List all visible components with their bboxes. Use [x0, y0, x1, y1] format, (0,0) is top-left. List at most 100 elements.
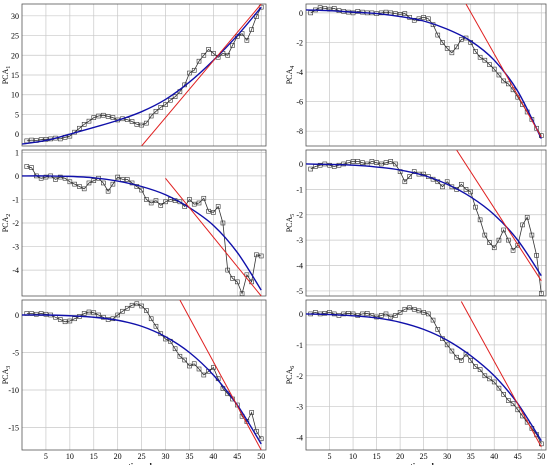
observed-point	[191, 67, 197, 73]
observed-point	[473, 204, 478, 210]
observed-point	[144, 308, 149, 313]
observed-point	[101, 314, 106, 320]
linear-fit-line	[465, 4, 542, 138]
observed-point	[148, 316, 154, 322]
plot-frame	[21, 3, 267, 147]
y-tick-label: 25	[11, 32, 19, 41]
observed-point	[341, 311, 346, 317]
observed-point	[230, 276, 235, 281]
observed-point	[491, 66, 497, 72]
observed-point	[96, 312, 101, 318]
plot-frame	[21, 149, 267, 297]
observed-point	[153, 323, 159, 329]
observed-point	[463, 35, 469, 41]
observed-point	[81, 186, 87, 192]
observed-point	[468, 189, 474, 195]
observed-point	[67, 179, 73, 185]
y-tick-label: -3	[12, 243, 19, 252]
x-axis-label: time, day	[410, 462, 442, 465]
observed-point	[258, 253, 264, 259]
observed-point	[468, 358, 474, 363]
observed-point	[538, 291, 544, 296]
y-tick-label: -4	[12, 266, 19, 275]
observed-point	[378, 313, 384, 318]
chart-panel-1: 0 5 10 15 20 25 30 PCA1	[1, 3, 267, 147]
observed-point	[91, 310, 97, 316]
observed-point	[473, 49, 478, 54]
observed-point	[201, 195, 207, 201]
y-axis-label: PCA6	[285, 366, 296, 385]
observed-point	[254, 14, 259, 19]
y-tick-label: -3	[296, 236, 303, 245]
observed-series-line	[26, 303, 262, 440]
observed-point	[496, 385, 502, 391]
observed-point	[77, 184, 82, 189]
y-tick-label: -1	[296, 341, 303, 350]
observed-point	[101, 180, 106, 186]
y-tick-label: -2	[12, 219, 19, 228]
observed-point	[430, 317, 436, 323]
observed-point	[327, 162, 332, 168]
observed-series-line	[26, 7, 262, 142]
observed-point	[383, 160, 389, 165]
y-tick-label: -15	[8, 424, 19, 433]
observed-point	[43, 174, 49, 180]
observed-point	[153, 108, 159, 114]
x-tick-label: 25	[138, 452, 146, 461]
observed-point	[91, 178, 97, 183]
observed-point	[444, 46, 450, 51]
y-tick-label: -4	[296, 434, 303, 443]
observed-point	[57, 174, 63, 180]
observed-point	[139, 187, 144, 193]
observed-point	[322, 310, 328, 316]
observed-point	[506, 398, 511, 403]
observed-point	[388, 159, 394, 164]
observed-point	[86, 180, 92, 186]
observed-point	[244, 272, 250, 278]
y-tick-label: 1	[15, 148, 19, 157]
observed-point	[196, 58, 202, 64]
x-tick-label: 50	[257, 452, 265, 461]
observed-point	[177, 199, 183, 205]
observed-point	[411, 306, 417, 312]
x-tick-label: 40	[490, 452, 498, 461]
observed-point	[491, 379, 497, 385]
observed-point	[225, 52, 231, 58]
observed-point	[407, 174, 412, 179]
observed-point	[249, 27, 254, 32]
y-axis-label: PCA5	[285, 214, 296, 233]
observed-point	[388, 314, 394, 320]
plot-frame	[21, 299, 267, 451]
observed-point	[402, 11, 408, 16]
observed-point	[153, 198, 159, 203]
observed-point	[308, 166, 314, 172]
observed-point	[397, 310, 403, 315]
x-tick-label: 10	[66, 452, 74, 461]
observed-point	[393, 313, 398, 318]
poly-fit-curve	[306, 163, 542, 277]
x-tick-label: 35	[185, 452, 193, 461]
x-tick-label: 20	[114, 452, 122, 461]
observed-point	[86, 309, 92, 315]
observed-point	[144, 197, 149, 202]
observed-point	[515, 407, 521, 413]
observed-point	[529, 232, 535, 238]
x-tick-label: 10	[349, 452, 357, 461]
observed-point	[234, 34, 240, 39]
observed-point	[350, 159, 356, 164]
y-tick-label: -10	[8, 386, 19, 395]
observed-point	[254, 252, 259, 258]
observed-point	[510, 247, 516, 253]
observed-point	[24, 164, 30, 169]
plot-frame	[305, 149, 547, 297]
observed-point	[105, 114, 111, 119]
observed-point	[491, 245, 497, 251]
observed-point	[458, 181, 464, 187]
y-tick-label: 10	[11, 91, 19, 100]
x-tick-label: 50	[537, 452, 545, 461]
observed-point	[57, 317, 63, 322]
observed-point	[440, 184, 445, 190]
y-tick-label: 15	[11, 71, 19, 80]
y-tick-label: 0	[15, 311, 19, 320]
observed-point	[444, 342, 450, 348]
